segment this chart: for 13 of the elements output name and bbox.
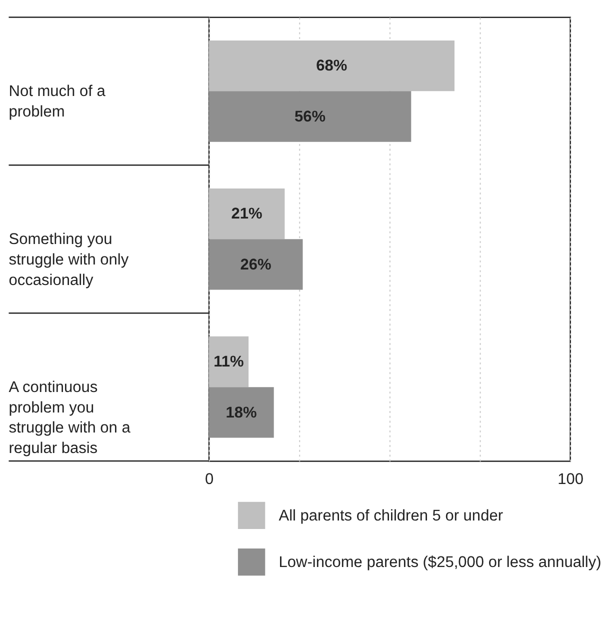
x-tick-label: 0 (204, 470, 214, 488)
data-label: 11% (214, 354, 244, 371)
data-label: 18% (226, 404, 258, 422)
data-label: 68% (316, 58, 348, 75)
data-label: 56% (294, 108, 326, 126)
legend-label: Low-income parents ($25,000 or less annually) (278, 554, 602, 571)
legend-label: All parents of children 5 or under (278, 507, 503, 524)
y-tick-label: Something you struggle with only occasionally (8, 230, 129, 289)
y-tick-label: Not much of a problem (8, 83, 106, 120)
data-label: 21% (231, 206, 262, 223)
data-label: 26% (240, 256, 272, 274)
x-tick-label: 100 (558, 470, 584, 488)
y-tick-label: A continuous problem you struggle with on a regular basis (8, 378, 131, 458)
